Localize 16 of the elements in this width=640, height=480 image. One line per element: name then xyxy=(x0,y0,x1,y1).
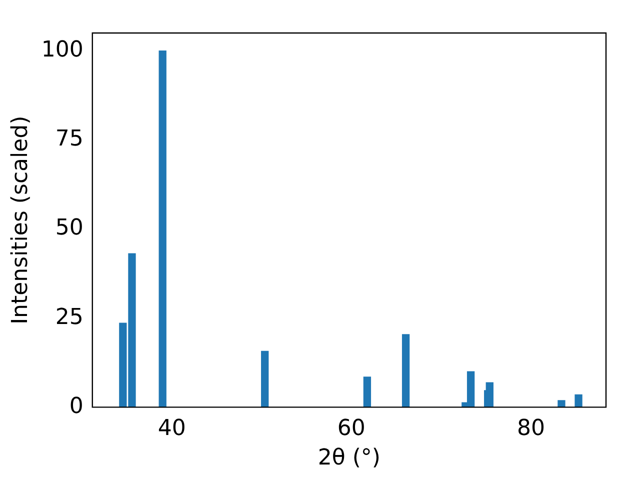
y-tick-label: 0 xyxy=(69,394,84,419)
bar xyxy=(574,394,582,408)
x-tick-label: 60 xyxy=(337,416,366,442)
x-tick-label: 40 xyxy=(158,416,186,442)
x-axis-title: 2θ (°) xyxy=(318,446,381,471)
x-tick-label: 80 xyxy=(516,416,545,442)
bar xyxy=(158,50,166,408)
bar xyxy=(402,334,410,408)
bar xyxy=(363,376,372,408)
y-tick-label: 75 xyxy=(55,126,84,152)
y-tick-label: 25 xyxy=(55,304,84,330)
y-axis-title: Intensities (scaled) xyxy=(8,116,33,324)
bar xyxy=(558,400,566,408)
bar xyxy=(261,350,269,408)
y-tick-label: 50 xyxy=(55,216,84,241)
y-tick-label: 100 xyxy=(41,38,84,63)
